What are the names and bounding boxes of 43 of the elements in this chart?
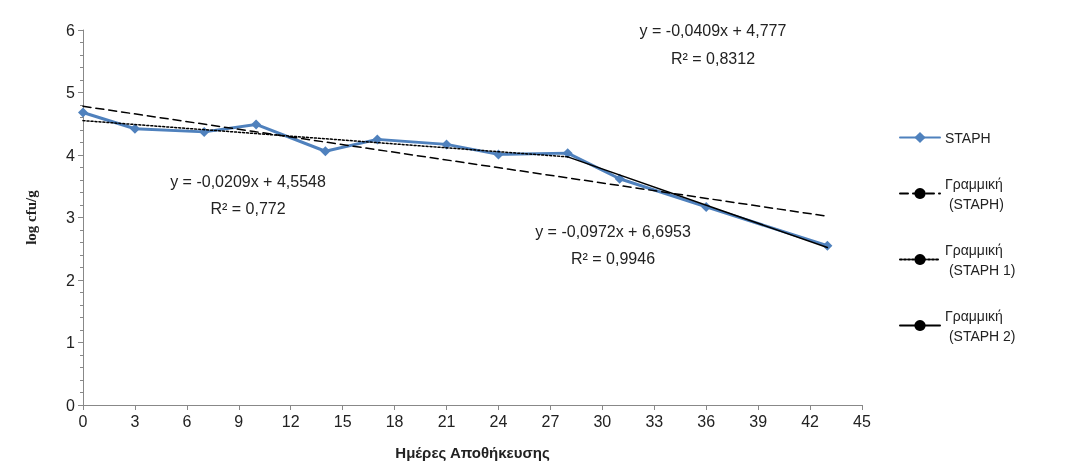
- x-tick-label: 12: [281, 412, 300, 430]
- x-tick-label: 15: [333, 412, 352, 430]
- x-tick-label: 36: [697, 412, 716, 430]
- point: [251, 119, 262, 130]
- point: [78, 107, 88, 118]
- x-tick-label: 18: [385, 412, 404, 430]
- x-tick-label: 21: [437, 412, 456, 430]
- point: [441, 139, 452, 150]
- x-tick-label: 3: [130, 412, 140, 430]
- point: [614, 173, 625, 184]
- annotation: y = -0,0209x + 4,5548: [170, 172, 326, 190]
- x-tick-label: 9: [234, 412, 244, 430]
- annotation: y = -0,0972x + 6,6953: [535, 222, 691, 240]
- x-tick-label: 0: [78, 412, 88, 430]
- y-tick-label: 5: [66, 84, 76, 101]
- legend-label: Γραμμική (STAPH 1): [945, 241, 1016, 278]
- y-tick-label: 2: [66, 271, 76, 289]
- point: [129, 123, 140, 134]
- point: [562, 148, 573, 159]
- legend-label: STAPH: [945, 129, 991, 146]
- x-tick-label: 33: [645, 412, 664, 430]
- x-tick-label: 39: [749, 412, 768, 430]
- x-tick-label: 27: [541, 412, 560, 430]
- x-axis-title: Ημέρες Αποθήκευσης: [395, 444, 550, 461]
- y-tick-label: 0: [66, 396, 76, 414]
- x-tick-label: 6: [182, 412, 192, 430]
- x-tick-label: 24: [489, 412, 508, 430]
- annotation: y = -0,0409x + 4,777: [639, 21, 787, 39]
- annotation: R² = 0,772: [210, 199, 286, 217]
- y-tick-label: 3: [66, 209, 76, 226]
- y-tick-label: 4: [66, 146, 76, 164]
- x-tick-label: 42: [801, 412, 820, 430]
- legend-label: Γραμμική (STAPH 2): [945, 307, 1016, 344]
- point: [372, 134, 383, 145]
- annotation: R² = 0,8312: [670, 49, 756, 67]
- y-tick-label: 1: [66, 334, 76, 351]
- annotation: R² = 0,9946: [570, 249, 656, 267]
- x-tick-label: 30: [593, 412, 612, 430]
- x-tick-label: 45: [853, 412, 871, 430]
- y-tick-label: 6: [66, 21, 76, 39]
- y-axis-title: log cfu/g: [22, 189, 39, 245]
- point: [320, 146, 331, 157]
- legend-label: Γραμμική (STAPH): [945, 175, 1004, 212]
